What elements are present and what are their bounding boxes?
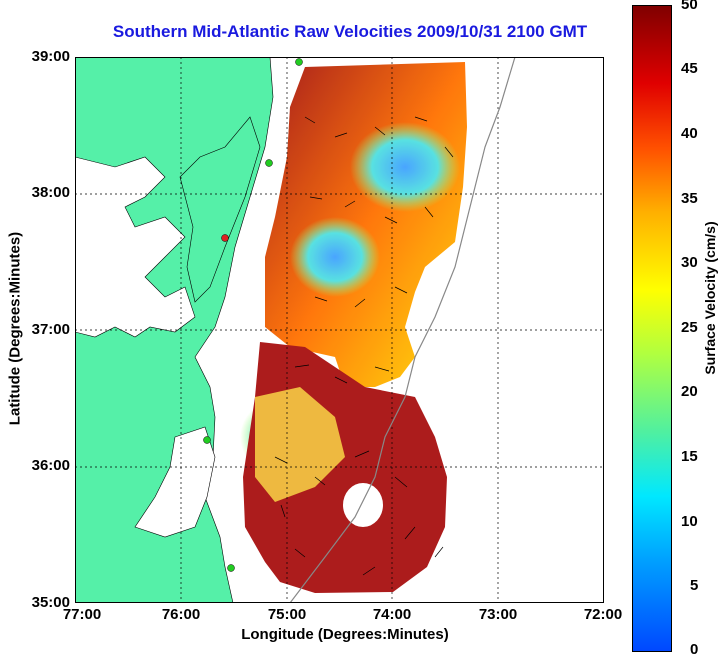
eastern-shore xyxy=(179,116,261,303)
ytick-label: 38:00 xyxy=(31,184,70,201)
station-marker xyxy=(221,234,229,242)
xtick-label: 76:00 xyxy=(161,606,201,623)
xtick-label: 73:00 xyxy=(478,606,518,623)
colorbar-tick: 10 xyxy=(681,513,698,530)
velocity-field xyxy=(240,62,467,593)
grid-lines xyxy=(75,57,604,603)
colorbar-tick: 15 xyxy=(681,448,698,465)
colorbar xyxy=(632,5,672,652)
colorbar-tick: 0 xyxy=(690,641,699,658)
colorbar-tick: 30 xyxy=(681,254,698,271)
x-axis-label: Longitude (Degrees:Minutes) xyxy=(241,626,449,643)
colorbar-tick: 20 xyxy=(681,383,698,400)
ytick-label: 35:00 xyxy=(31,594,70,611)
xtick-label: 75:00 xyxy=(267,606,307,623)
colorbar-tick: 45 xyxy=(681,60,698,77)
colorbar-tick: 5 xyxy=(690,577,699,594)
velocity-map[interactable] xyxy=(75,57,604,603)
station-marker xyxy=(203,436,211,444)
xtick-label: 77:00 xyxy=(62,606,102,623)
colorbar-tick: 25 xyxy=(681,319,698,336)
xtick-label: 72:00 xyxy=(583,606,623,623)
colorbar-tick: 40 xyxy=(681,125,698,142)
station-marker xyxy=(227,564,235,572)
colorbar-label: Surface Velocity (cm/s) xyxy=(702,221,718,375)
ytick-label: 36:00 xyxy=(31,457,70,474)
y-axis-label: Latitude (Degrees:Minutes) xyxy=(6,231,24,426)
xtick-label: 74:00 xyxy=(372,606,412,623)
colorbar-tick: 35 xyxy=(681,190,698,207)
station-marker xyxy=(265,159,273,167)
colorbar-tick: 50 xyxy=(681,0,698,13)
velocity-arrows xyxy=(274,116,454,576)
ytick-label: 37:00 xyxy=(31,321,70,338)
map-title: Southern Mid-Atlantic Raw Velocities 200… xyxy=(112,22,588,41)
ytick-label: 39:00 xyxy=(31,48,70,65)
shelf-contour xyxy=(289,57,516,603)
station-marker xyxy=(295,58,303,66)
